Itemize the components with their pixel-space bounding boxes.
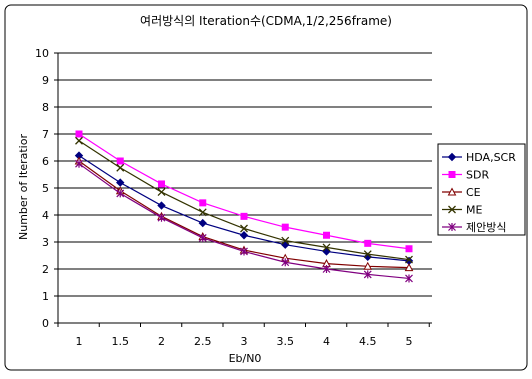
data-point <box>198 208 207 217</box>
y-tick-label: 9 <box>42 74 49 87</box>
data-point <box>116 178 125 187</box>
data-point <box>448 205 456 214</box>
data-point <box>75 159 83 168</box>
data-point <box>363 250 372 259</box>
data-point <box>240 224 248 233</box>
legend-label: CE <box>466 186 481 199</box>
data-point <box>281 258 290 267</box>
x-tick-label: 1 <box>76 335 83 348</box>
data-point <box>405 255 413 264</box>
legend-item: 제안방식 <box>442 221 506 234</box>
data-point <box>322 265 331 273</box>
data-point <box>323 231 330 239</box>
y-tick-label: 0 <box>42 317 49 330</box>
data-point <box>75 136 83 145</box>
y-tick-label: 4 <box>42 209 49 222</box>
data-point <box>405 274 413 283</box>
x-tick-label: 3 <box>241 335 248 348</box>
gridlines <box>54 52 432 324</box>
data-point <box>116 157 124 165</box>
y-tick-labels: 0 1 2 3 4 5 6 7 8 9 10 <box>35 47 49 330</box>
legend-label: ME <box>466 204 482 217</box>
data-point <box>281 236 290 245</box>
legend-item: ME <box>442 204 482 217</box>
data-point <box>322 243 331 252</box>
legend: HDA,SCR SDR CE ME 제안방식 <box>437 143 526 236</box>
y-tick-label: 3 <box>42 236 49 249</box>
data-point <box>447 152 457 162</box>
series-2 <box>75 130 413 253</box>
data-point <box>198 233 207 242</box>
x-tick-label: 5 <box>406 335 413 348</box>
data-point <box>157 201 166 210</box>
data-point <box>157 213 166 222</box>
data-point <box>404 263 414 272</box>
x-tick-label: 2 <box>158 335 165 348</box>
y-tick-label: 1 <box>42 290 49 303</box>
y-tick-label: 2 <box>42 263 49 276</box>
data-point <box>240 212 248 220</box>
legend-label: SDR <box>466 169 489 182</box>
data-point <box>281 223 289 231</box>
data-point <box>239 231 249 240</box>
y-tick-label: 7 <box>42 128 49 141</box>
data-point <box>447 187 457 196</box>
x-tick-labels: 1 1.5 2 2.5 3 3.5 4 4.5 5 <box>57 323 430 348</box>
x-axis-label: Eb/N0 <box>229 352 262 365</box>
y-tick-label: 6 <box>42 155 49 168</box>
y-axis-label: Number of Iteratior <box>17 134 30 240</box>
series-4 <box>75 136 413 264</box>
data-point <box>405 245 413 253</box>
chart-title: 여러방식의 Iteration수(CDMA,1/2,256frame) <box>140 14 392 28</box>
data-point <box>240 247 248 256</box>
data-point <box>198 218 207 228</box>
x-tick-label: 3.5 <box>277 335 295 348</box>
x-tick-label: 2.5 <box>194 335 212 348</box>
data-point <box>75 130 83 138</box>
data-point <box>363 270 372 279</box>
legend-item: CE <box>442 186 481 199</box>
data-point <box>157 188 166 197</box>
x-tick-label: 1.5 <box>112 335 130 348</box>
data-point <box>199 199 207 207</box>
y-tick-label: 8 <box>42 101 49 114</box>
legend-item: SDR <box>442 169 489 182</box>
data-point <box>158 180 165 188</box>
data-point <box>363 261 373 270</box>
series-group <box>74 130 414 283</box>
axes <box>57 53 432 324</box>
x-tick-label: 4 <box>323 335 330 348</box>
legend-label: HDA,SCR <box>466 151 516 164</box>
legend-item: HDA,SCR <box>442 151 516 164</box>
data-point <box>364 239 372 247</box>
series-5 <box>75 159 413 283</box>
data-point <box>448 171 456 178</box>
data-point <box>116 163 125 172</box>
y-tick-label: 10 <box>35 47 49 60</box>
legend-label: 제안방식 <box>466 221 506 234</box>
x-tick-label: 4.5 <box>359 335 377 348</box>
data-point <box>448 223 456 231</box>
y-tick-label: 5 <box>42 182 49 195</box>
data-point <box>116 189 125 198</box>
